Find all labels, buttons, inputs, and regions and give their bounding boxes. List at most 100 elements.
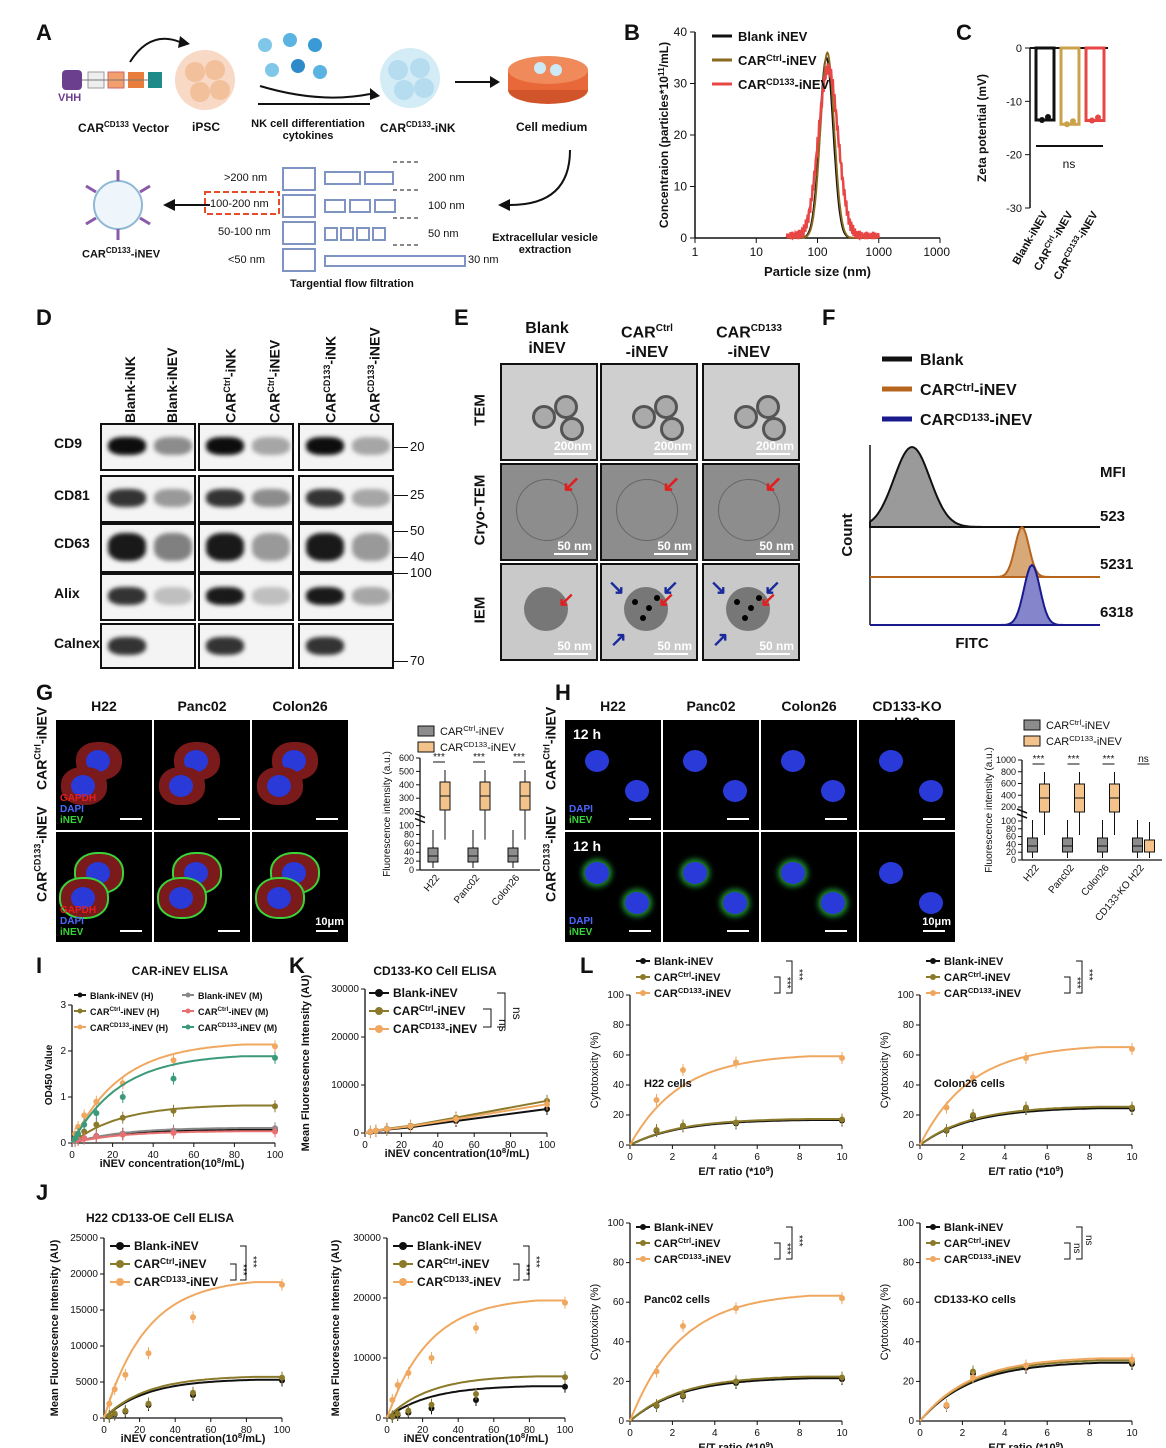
nucleus [267, 775, 291, 797]
text-part: CAR [654, 972, 678, 984]
stain-label: DAPI [60, 916, 84, 927]
image-column-header: Panc02 [686, 698, 736, 714]
y-tick-label: 10 [674, 180, 688, 194]
blot-band [108, 587, 146, 605]
y-axis-label: Cytotoxicity (%) [589, 1032, 601, 1108]
category-label: H22 [1022, 863, 1043, 884]
scale-bar-label: 50 nm [557, 539, 592, 553]
x-tick-label: 0 [627, 1428, 633, 1439]
text-sup: Ctrl [218, 1006, 229, 1013]
text-sup: Ctrl [463, 724, 475, 733]
text-part: CAR [134, 1257, 160, 1271]
tff-diagram [204, 161, 466, 272]
nucleus [821, 780, 845, 802]
tem-row-label: Cryo-TEM [471, 474, 489, 546]
data-point [106, 1412, 113, 1419]
box [507, 847, 519, 863]
panel-e-label: E [454, 305, 469, 330]
y-axis-label: Cytotoxicity (%) [589, 1284, 601, 1360]
text-part: Blank-iNEV [393, 986, 458, 1000]
text-part: -iNEV [186, 1275, 218, 1289]
panel-j: J H22 CD133-OE Cell ELISA 0 20 40 60 80 100 0 50… [0, 1180, 580, 1448]
x-axis-label: Particle size (nm) [764, 264, 871, 279]
legend-label: CARCD133-iNEV [920, 412, 1033, 429]
category-label: Colon26 [1079, 863, 1112, 899]
fluorescence-image [663, 832, 759, 942]
legend-marker [375, 989, 383, 997]
x-tick-label: 60 [469, 1140, 481, 1151]
mw-marker-line [394, 661, 408, 662]
panel-c-label: C [956, 20, 972, 45]
scale-bar [727, 930, 749, 932]
sig-label: ns [1071, 1243, 1082, 1254]
blot-box [198, 423, 294, 471]
nucleus [184, 862, 208, 884]
x-tick-label: 10000 [923, 245, 950, 259]
y-axis-label: Mean Fluorescence Intensity (AU) [300, 974, 312, 1151]
text-sup: Ctrl [443, 1256, 457, 1266]
micrograph: ↙ 50 nm [600, 463, 698, 561]
point [1070, 118, 1076, 125]
data-point [279, 1281, 285, 1288]
text-part: -iNEV [981, 972, 1011, 984]
x-tick-label: 40 [453, 1425, 465, 1436]
y-tick-label: 20 [613, 1376, 625, 1387]
legend-label: CARCtrl-iNEV (M) [198, 1006, 268, 1017]
sig-label: *** [1083, 969, 1094, 981]
red-arrow-icon: ↙ [662, 471, 681, 496]
chart-subtitle: Panc02 cells [644, 1294, 710, 1306]
sig-bracket [786, 1226, 793, 1260]
nucleus [919, 780, 943, 802]
nucleus [585, 862, 609, 884]
text-part: iNEV concentration(10 [404, 1433, 521, 1445]
text-sup: 8 [502, 1146, 507, 1155]
text-part: Blank iNEV [738, 29, 808, 44]
scale-bar [654, 653, 688, 655]
text-part: -iNEV (H) [120, 1007, 159, 1017]
micrograph: ↘ ↙ ↗ ↙ 50 nm [600, 563, 698, 661]
text-part: CAR [654, 1238, 678, 1250]
text-part: CAR [944, 972, 968, 984]
data-point [1129, 1104, 1135, 1111]
data-point [119, 1114, 126, 1121]
blot-band [306, 489, 344, 507]
text-part: /mL) [506, 1148, 530, 1160]
data-point [272, 1128, 278, 1135]
mw-marker-line [394, 531, 408, 532]
blot-box [100, 573, 196, 621]
legend-label: Blank-iNEV [393, 986, 458, 1000]
vesicle [654, 395, 678, 419]
lane-label: CARCD133-iNEV [366, 327, 383, 423]
data-point [279, 1374, 285, 1381]
text-part: CAR [944, 1254, 968, 1266]
fluorescence-image [154, 832, 250, 942]
x-tick-label: 8 [1087, 1428, 1093, 1439]
x-tick-label: 2 [960, 1428, 966, 1439]
data-point [1129, 1046, 1135, 1052]
text-part: -iNEV (M) [228, 1007, 268, 1017]
x-tick-label: 0 [917, 1152, 923, 1163]
stain-label: GAPDH [60, 793, 97, 804]
y-axis-label: Count [839, 513, 856, 556]
x-tick-label: 100 [274, 1425, 291, 1436]
stain-label: iNEV [60, 815, 84, 826]
scale-bar-label: 50 nm [759, 639, 794, 653]
data-point [190, 1314, 196, 1321]
y-tick-label: 20 [903, 1110, 915, 1121]
text-part: /mL) [657, 42, 671, 67]
text-sup: Ctrl [766, 53, 782, 63]
chart-title: H22 CD133-OE Cell ELISA [86, 1211, 234, 1225]
point [1089, 117, 1095, 124]
blot-box [100, 423, 196, 471]
y-tick-label: -30 [1006, 203, 1022, 215]
series-line [386, 1375, 565, 1419]
x-axis-label: E/T ratio (*109) [988, 1440, 1064, 1448]
text-part: Blank-iNEV (M) [198, 991, 263, 1001]
panel-k-label: K [289, 953, 305, 978]
data-point [453, 1116, 459, 1123]
panel-a: A [0, 0, 620, 300]
y-tick-label: 600 [1001, 779, 1016, 789]
mw-marker-label: 50 [410, 523, 425, 538]
data-point [389, 1413, 396, 1420]
text-part: E/T ratio (*10 [988, 1166, 1055, 1178]
